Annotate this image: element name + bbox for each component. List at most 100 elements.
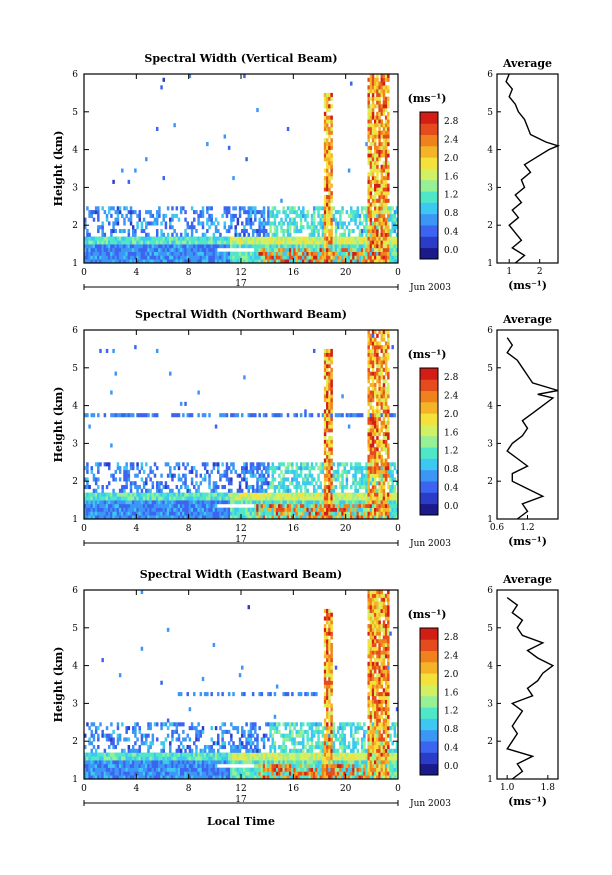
heatmap-cell bbox=[238, 511, 242, 516]
heatmap-cell bbox=[328, 428, 331, 433]
heatmap-cell bbox=[184, 466, 187, 471]
heatmap-cell bbox=[118, 503, 122, 508]
heatmap-cell bbox=[103, 247, 107, 252]
heatmap-cell bbox=[123, 244, 126, 249]
heatmap-cell bbox=[114, 221, 118, 226]
heatmap-cell bbox=[151, 240, 155, 245]
heatmap-cell bbox=[195, 733, 198, 738]
heatmap-cell bbox=[343, 259, 346, 264]
heatmap-cell bbox=[92, 760, 96, 765]
heatmap-cell bbox=[358, 217, 362, 222]
heatmap-cell bbox=[179, 251, 183, 256]
heatmap-cell bbox=[201, 500, 205, 505]
heatmap-cell bbox=[190, 492, 194, 497]
heatmap-cell bbox=[186, 255, 189, 260]
heatmap-cell bbox=[203, 496, 207, 501]
heatmap-cell bbox=[249, 473, 253, 478]
heatmap-cell bbox=[208, 481, 211, 486]
heatmap-cell bbox=[212, 752, 216, 757]
heatmap-cell bbox=[376, 375, 379, 380]
heatmap-cell bbox=[118, 259, 122, 264]
heatmap-cell bbox=[182, 767, 185, 772]
heatmap-cell bbox=[284, 500, 288, 505]
heatmap-cell bbox=[140, 251, 144, 256]
y-tick-label: 5 bbox=[72, 108, 78, 118]
heatmap-cell bbox=[330, 450, 333, 456]
heatmap-cell bbox=[387, 443, 390, 448]
heatmap-cell bbox=[382, 401, 386, 406]
heatmap-cell bbox=[280, 244, 283, 249]
heatmap-cell bbox=[175, 492, 179, 497]
heatmap-cell bbox=[125, 726, 128, 731]
heatmap-cell bbox=[129, 251, 133, 256]
heatmap-cell bbox=[223, 729, 227, 734]
heatmap-cell bbox=[225, 236, 229, 241]
colorbar-segment bbox=[420, 424, 438, 437]
heatmap-cell bbox=[188, 737, 192, 742]
heatmap-cell bbox=[384, 348, 388, 353]
heatmap-cell bbox=[295, 484, 298, 490]
heatmap-cell bbox=[182, 255, 185, 260]
heatmap-cell bbox=[323, 138, 327, 143]
heatmap-cell bbox=[201, 511, 205, 516]
heatmap-cell bbox=[356, 469, 360, 474]
heatmap-cell bbox=[317, 477, 320, 482]
heatmap-cell bbox=[328, 191, 331, 196]
heatmap-cell bbox=[112, 488, 115, 493]
heatmap-cell bbox=[387, 447, 390, 452]
heatmap-cell bbox=[171, 775, 174, 780]
heatmap-cell bbox=[254, 503, 257, 508]
heatmap-cell bbox=[84, 221, 87, 226]
heatmap-cell bbox=[293, 255, 296, 260]
heatmap-cell bbox=[149, 744, 152, 750]
heatmap-cell bbox=[254, 247, 257, 252]
heatmap-cell bbox=[395, 217, 399, 222]
heatmap-cell bbox=[288, 469, 292, 474]
heatmap-cell bbox=[112, 247, 115, 252]
heatmap-cell bbox=[369, 123, 373, 128]
heatmap-cell bbox=[155, 228, 159, 234]
heatmap-cell bbox=[210, 236, 213, 241]
heatmap-cell bbox=[326, 458, 329, 463]
heatmap-cell bbox=[256, 503, 259, 508]
heatmap-cell bbox=[186, 733, 189, 738]
heatmap-cell bbox=[369, 481, 373, 486]
heatmap-cell bbox=[121, 240, 124, 245]
heatmap-cell bbox=[284, 259, 288, 264]
heatmap-cell bbox=[155, 767, 159, 772]
heatmap-cell bbox=[323, 247, 327, 252]
heatmap-cell bbox=[182, 775, 185, 780]
heatmap-cell bbox=[306, 515, 309, 520]
heatmap-cell bbox=[367, 409, 370, 414]
heatmap-cell bbox=[343, 236, 346, 241]
heatmap-cell bbox=[149, 511, 152, 516]
heatmap-cell bbox=[308, 251, 312, 256]
heatmap-cell bbox=[363, 240, 366, 245]
heatmap-cell bbox=[306, 255, 309, 260]
heatmap-cell bbox=[371, 428, 375, 433]
heatmap-cell bbox=[284, 492, 288, 497]
heatmap-cell bbox=[116, 255, 120, 260]
heatmap-cell bbox=[243, 477, 246, 482]
heatmap-cell bbox=[286, 221, 290, 226]
heatmap-cell bbox=[315, 259, 318, 264]
heatmap-cell bbox=[145, 511, 148, 516]
heatmap-cell bbox=[254, 473, 257, 478]
heatmap-cell bbox=[223, 767, 227, 772]
heatmap-cell bbox=[201, 477, 205, 482]
heatmap-cell bbox=[293, 210, 296, 215]
heatmap-cell bbox=[193, 726, 196, 731]
colorbar-segment bbox=[420, 157, 438, 169]
heatmap-cell bbox=[380, 130, 384, 135]
heatmap-cell bbox=[321, 247, 325, 252]
heatmap-cell bbox=[164, 236, 168, 241]
heatmap-cell bbox=[317, 251, 320, 256]
heatmap-cell bbox=[140, 775, 144, 780]
heatmap-cell bbox=[334, 255, 338, 260]
heatmap-cell bbox=[162, 752, 165, 757]
heatmap-cell bbox=[184, 244, 187, 249]
colorbar-tick-label: 0.8 bbox=[444, 465, 459, 475]
heatmap-cell bbox=[306, 492, 309, 497]
heatmap-cell bbox=[299, 247, 303, 252]
heatmap-cell bbox=[387, 111, 390, 116]
